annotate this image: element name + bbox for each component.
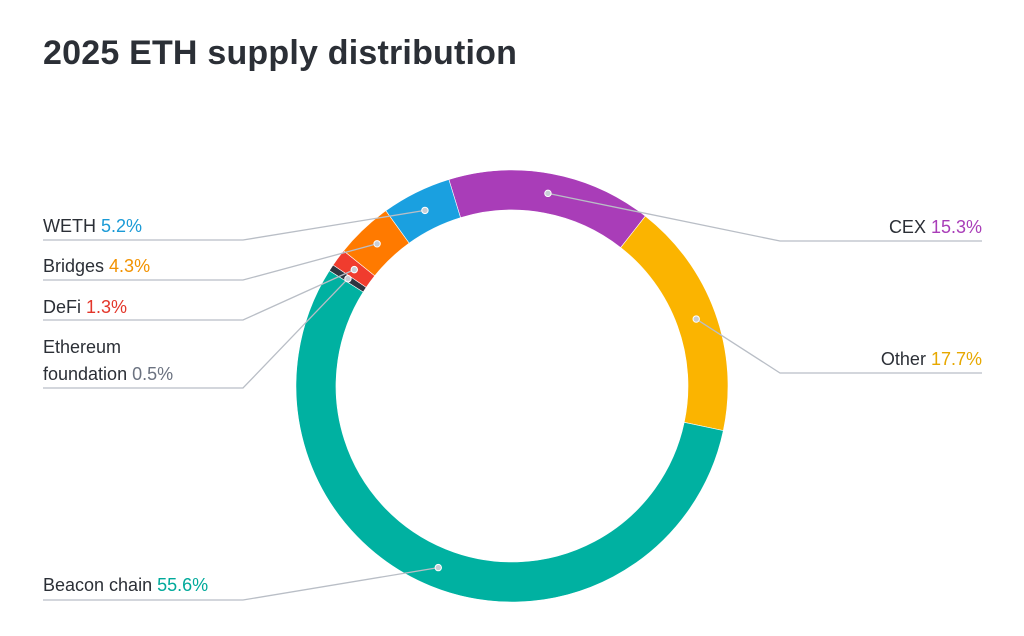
leader-dot-other	[692, 315, 700, 323]
label-name-beacon-chain: Beacon chain	[43, 575, 157, 595]
label-other: Other 17.7%	[881, 349, 982, 369]
slice-other	[620, 215, 729, 431]
label-value-bridges: 4.3%	[109, 256, 150, 276]
label-name-ethereum-foundation-line1: Ethereum	[43, 337, 121, 357]
slice-cex	[448, 169, 646, 248]
donut-slices	[295, 169, 729, 603]
chart-title: 2025 ETH supply distribution	[43, 34, 518, 72]
label-name-other: Other	[881, 349, 931, 369]
label-name-bridges: Bridges	[43, 256, 109, 276]
label-ethereum-foundation-line2: foundation 0.5%	[43, 364, 173, 384]
label-value-beacon-chain: 55.6%	[157, 575, 208, 595]
label-name-weth: WETH	[43, 216, 101, 236]
label-value-other: 17.7%	[931, 349, 982, 369]
label-value-cex: 15.3%	[931, 217, 982, 237]
callout-labels: CEX 15.3% Other 17.7% Beacon chain 55.6% Et…	[43, 216, 982, 595]
leader-dot-weth	[421, 206, 429, 215]
label-value-ethereum-foundation: 0.5%	[132, 364, 173, 384]
leader-line-defi	[43, 269, 355, 321]
leader-dot-beacon-chain	[434, 563, 442, 572]
label-name-ethereum-foundation-line2: foundation	[43, 364, 132, 384]
leader-dot-bridges	[373, 240, 381, 248]
label-beacon-chain: Beacon chain 55.6%	[43, 575, 208, 595]
label-weth: WETH 5.2%	[43, 216, 142, 236]
leader-line-other	[695, 318, 982, 374]
label-value-weth: 5.2%	[101, 216, 142, 236]
label-name-cex: CEX	[889, 217, 931, 237]
label-cex: CEX 15.3%	[889, 217, 982, 237]
leader-line-cex	[547, 192, 982, 242]
leader-line-beacon-chain	[43, 566, 439, 601]
callout-leaders	[43, 189, 982, 601]
label-name-defi: DeFi	[43, 297, 86, 317]
leader-line-bridges	[43, 243, 378, 281]
leader-dot-defi	[350, 265, 358, 274]
label-value-defi: 1.3%	[86, 297, 127, 317]
label-defi: DeFi 1.3%	[43, 297, 127, 317]
leader-line-weth	[43, 209, 426, 241]
label-bridges: Bridges 4.3%	[43, 256, 150, 276]
leader-dot-ethereum-foundation	[344, 275, 352, 283]
slice-beacon-chain	[295, 270, 724, 603]
leader-dot-cex	[544, 189, 552, 198]
leader-line-ethereum-foundation	[43, 278, 349, 389]
